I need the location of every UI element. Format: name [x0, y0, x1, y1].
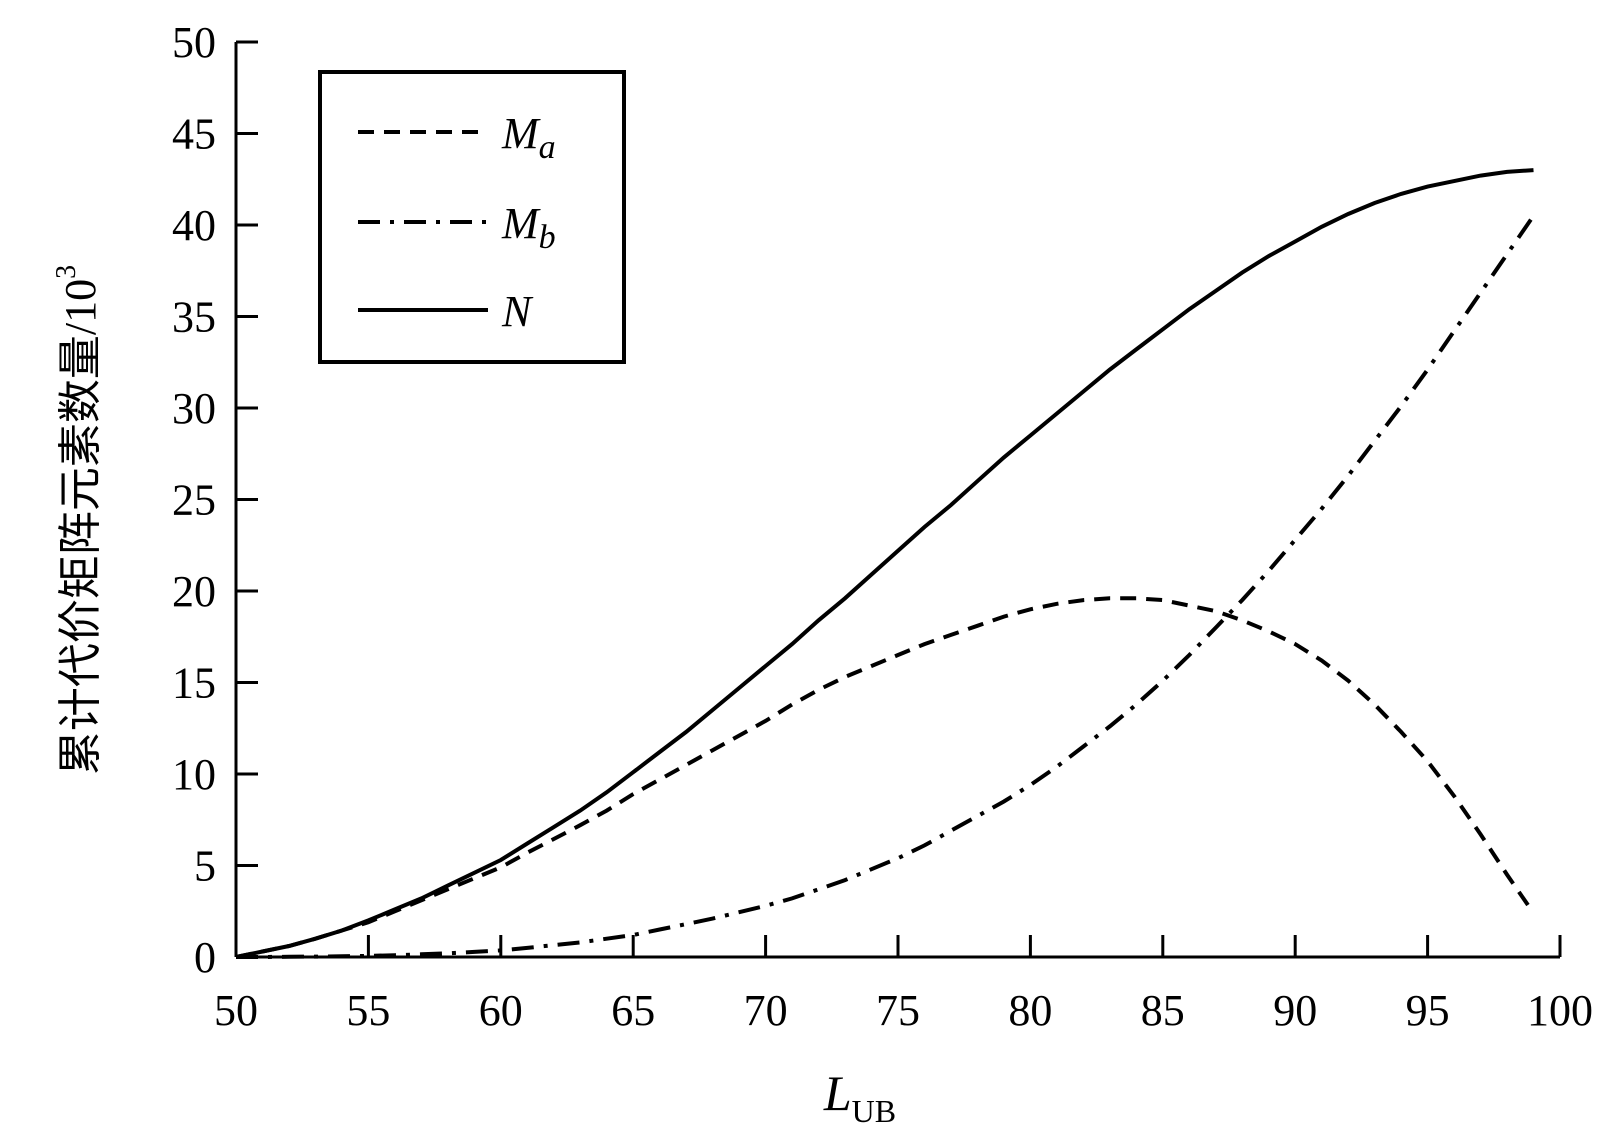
y-tick-label: 5: [194, 842, 216, 891]
svg-text:累计代价矩阵元素数量/103: 累计代价矩阵元素数量/103: [51, 265, 105, 775]
y-tick-label: 40: [172, 201, 216, 250]
x-tick-label: 100: [1527, 986, 1593, 1035]
legend-label-sub: b: [539, 219, 556, 256]
series-line-ma: [235, 596, 1536, 959]
svg-text:LUB: LUB: [823, 1065, 896, 1129]
y-tick-label: 10: [172, 750, 216, 799]
legend-item: N: [358, 287, 534, 336]
legend-label: Mb: [501, 199, 556, 256]
y-tick-label: 50: [172, 18, 216, 67]
y-tick-label: 30: [172, 384, 216, 433]
x-axis-label-main: L: [823, 1065, 852, 1121]
x-tick-label: 85: [1141, 986, 1185, 1035]
y-axis-label: 累计代价矩阵元素数量/103: [51, 265, 105, 775]
x-tick-label: 75: [876, 986, 920, 1035]
legend-item: Ma: [358, 109, 556, 166]
x-axis-ticks: 50 55 60 65 70 75 80 85 90 95 100: [214, 935, 1593, 1035]
y-axis-ticks: 0 5 10 15 20 25 30 35 40 45 50: [172, 18, 258, 982]
plot-area: 50 55 60 65 70 75 80 85 90 95 100 0 5 10 15 20 25 30 35 40…: [172, 18, 1593, 1035]
x-tick-label: 60: [479, 986, 523, 1035]
x-tick-label: 80: [1008, 986, 1052, 1035]
series-line-n: [235, 168, 1534, 959]
x-tick-label: 50: [214, 986, 258, 1035]
y-tick-label: 25: [172, 476, 216, 525]
x-tick-label: 90: [1273, 986, 1317, 1035]
y-tick-label: 0: [194, 933, 216, 982]
x-tick-label: 70: [744, 986, 788, 1035]
y-tick-label: 35: [172, 293, 216, 342]
legend-label-name: M: [501, 199, 541, 248]
x-tick-label: 65: [611, 986, 655, 1035]
legend-item: Mb: [358, 199, 556, 256]
x-tick-label: 95: [1406, 986, 1450, 1035]
y-axis-label-text: 累计代价矩阵元素数量/10: [56, 279, 105, 775]
legend-label: Ma: [501, 109, 556, 166]
x-axis-label-sub: UB: [852, 1093, 896, 1129]
y-axis-label-sup: 3: [51, 265, 82, 279]
legend-label-name: N: [501, 287, 534, 336]
x-axis-label: LUB: [823, 1065, 896, 1129]
series-lines: [235, 168, 1536, 959]
y-tick-label: 15: [172, 659, 216, 708]
x-tick-label: 55: [346, 986, 390, 1035]
y-tick-label: 20: [172, 567, 216, 616]
y-tick-label: 45: [172, 110, 216, 159]
legend-box: [318, 70, 626, 364]
legend-label: N: [501, 287, 534, 336]
legend-label-name: M: [501, 109, 541, 158]
series-line-mb: [236, 214, 1536, 959]
legend-label-sub: a: [539, 129, 556, 166]
